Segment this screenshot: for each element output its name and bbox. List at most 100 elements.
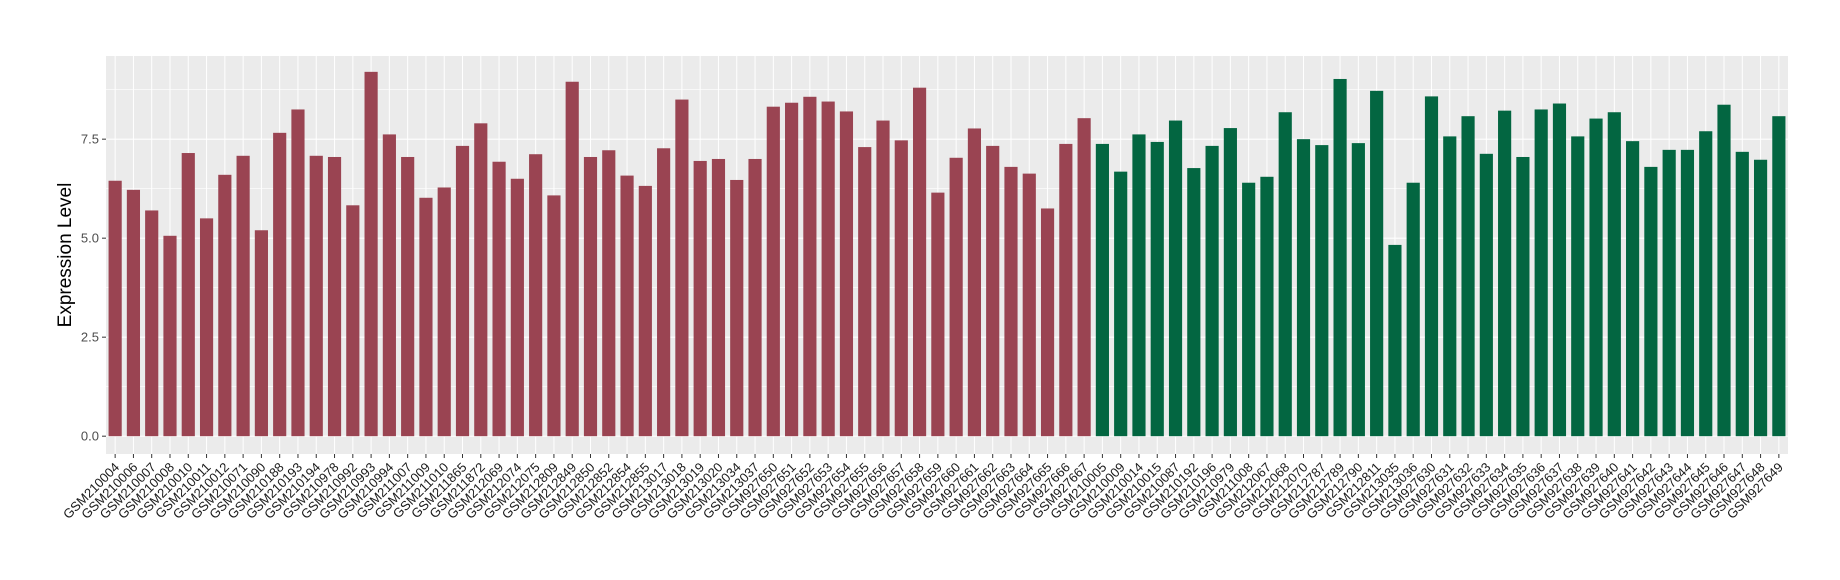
bar-GSM213034 [730,179,744,437]
bar-GSM210014 [1132,134,1146,437]
y-axis-title: Expression Level [55,183,76,328]
bar-GSM927661 [967,128,982,437]
bar-GSM211010 [437,187,451,437]
bar-GSM210005 [1095,143,1109,437]
bar-GSM210071 [236,155,250,437]
bar-GSM210012 [218,174,232,437]
bar-GSM927648 [1753,159,1768,437]
bar-GSM211865 [455,145,470,437]
bar-GSM212067 [1260,176,1274,437]
bar-GSM212074 [510,178,524,437]
bar-GSM210993 [364,71,378,437]
bar-GSM212809 [547,195,561,437]
bar-GSM927641 [1626,141,1640,437]
y-tick-label: 5.0 [81,231,99,246]
bar-GSM927630 [1424,96,1439,437]
bar-GSM213036 [1406,182,1420,437]
bar-GSM212068 [1278,112,1292,437]
bar-GSM210992 [346,205,360,437]
bar-GSM210008 [163,235,177,437]
bar-GSM927653 [821,101,835,437]
bar-GSM210006 [126,189,141,437]
bar-GSM927657 [894,140,908,437]
bar-GSM210010 [181,153,195,437]
bar-GSM927666 [1059,143,1073,437]
bar-GSM927632 [1461,116,1475,437]
x-axis: GSM210004GSM210006GSM210007GSM210008GSM2… [60,454,1786,522]
bar-GSM927664 [1022,173,1036,437]
y-tick-label: 0.0 [81,429,99,444]
bar-GSM211008 [1242,182,1256,437]
bar-GSM927634 [1498,110,1512,437]
bar-GSM927643 [1662,149,1676,437]
bar-GSM212849 [565,81,579,437]
bar-GSM213019 [693,160,707,437]
bar-GSM927665 [1040,208,1055,437]
bar-GSM211007 [401,156,415,437]
bar-GSM927650 [766,106,780,437]
bar-GSM927652 [803,96,817,437]
bar-GSM212811 [1370,90,1384,437]
bar-GSM927636 [1534,109,1548,437]
bar-GSM210011 [199,218,214,437]
bar-GSM210193 [291,109,305,437]
bar-GSM927655 [858,147,872,437]
bar-GSM927660 [949,157,963,437]
bar-GSM213017 [657,148,671,437]
bar-GSM210978 [327,156,342,437]
bar-GSM927633 [1479,153,1493,437]
bar-GSM213020 [711,158,726,437]
bar-GSM927651 [785,102,799,437]
y-tick-label: 7.5 [81,132,99,147]
bar-GSM927640 [1607,112,1621,437]
bar-GSM210994 [382,134,396,437]
bar-GSM927654 [839,111,854,437]
bar-GSM210007 [145,210,159,437]
bars [108,71,1786,437]
bar-GSM212790 [1351,143,1365,437]
y-axis: 0.0 2.5 5.0 7.5 [81,132,106,444]
bar-GSM212070 [1296,139,1311,437]
bar-GSM927649 [1772,116,1786,437]
bar-GSM212855 [638,185,652,437]
bar-GSM213037 [748,158,762,437]
bar-GSM927663 [1004,166,1018,437]
bar-GSM211872 [474,123,488,437]
bar-GSM210979 [1223,128,1237,437]
bar-GSM212075 [529,154,543,437]
bar-GSM927647 [1735,151,1749,437]
bar-GSM210194 [309,155,323,437]
bar-GSM927659 [931,192,945,437]
bar-GSM210188 [273,132,287,437]
bar-GSM212069 [492,161,506,437]
bar-GSM927658 [912,87,927,437]
bar-GSM210004 [108,180,122,437]
bar-GSM210009 [1114,171,1128,437]
bar-GSM210087 [1168,120,1183,437]
bar-GSM927645 [1699,131,1713,437]
bar-GSM927637 [1552,103,1567,437]
bar-GSM211009 [419,197,433,437]
bar-GSM927638 [1571,136,1585,437]
bar-GSM212852 [602,150,616,437]
bar-GSM212854 [620,175,634,437]
bar-GSM212787 [1315,145,1329,437]
bar-GSM927667 [1077,118,1091,437]
bar-GSM213035 [1388,244,1402,437]
bar-GSM927662 [986,145,1000,437]
y-tick-label: 2.5 [81,330,99,345]
bar-GSM927656 [876,120,890,437]
bar-GSM212789 [1333,78,1347,437]
bar-GSM213018 [675,99,689,437]
bar-GSM210192 [1187,168,1201,437]
bar-GSM927646 [1717,104,1731,437]
bar-GSM210090 [254,230,268,437]
bar-GSM927639 [1589,118,1603,437]
bar-GSM927642 [1644,166,1658,437]
bar-GSM210015 [1150,141,1164,437]
bar-GSM210196 [1205,145,1219,437]
bar-GSM212850 [583,156,598,437]
bar-GSM927635 [1516,156,1530,437]
bar-GSM927644 [1680,149,1695,437]
